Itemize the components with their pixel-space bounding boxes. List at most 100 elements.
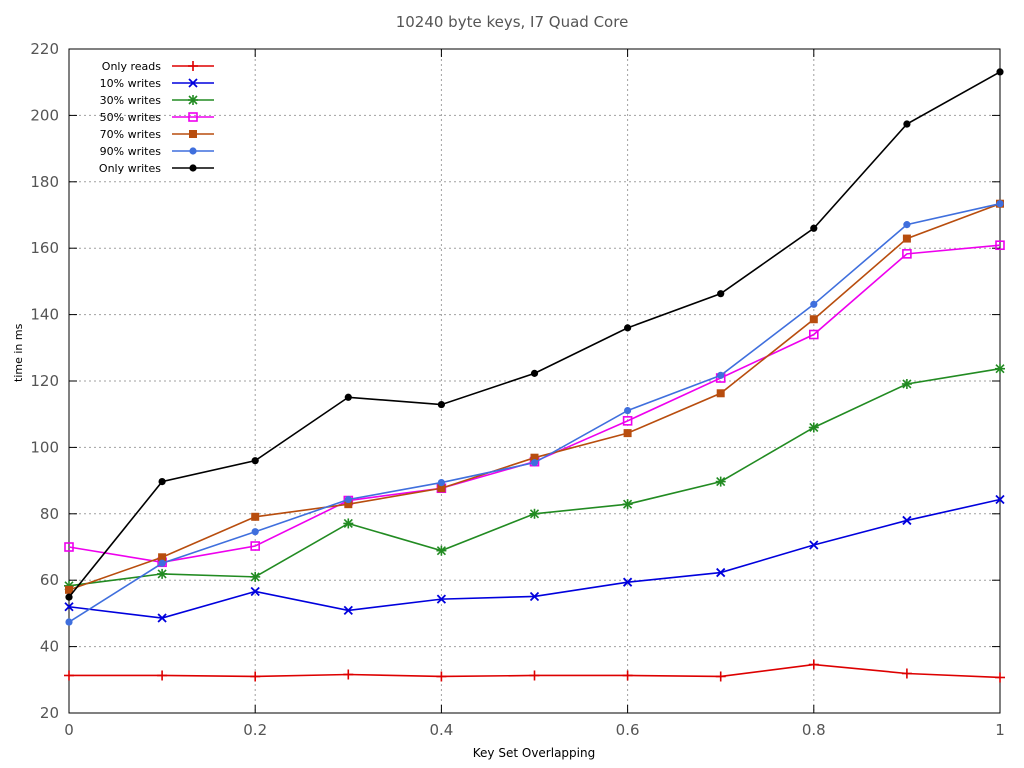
data-point <box>343 518 354 529</box>
data-point <box>809 540 819 550</box>
data-point <box>623 429 632 438</box>
y-tick-label: 100 <box>30 438 59 456</box>
data-point <box>437 400 445 409</box>
x-axis-label: Key Set Overlapping <box>472 746 596 760</box>
data-point <box>189 130 197 138</box>
x-tick-label: 1 <box>995 721 1005 739</box>
legend-label: 30% writes <box>100 94 162 107</box>
data-point <box>436 545 447 556</box>
data-point <box>717 290 725 298</box>
y-tick-label: 40 <box>40 638 59 656</box>
y-tick-label: 160 <box>30 239 59 257</box>
legend-label: 90% writes <box>100 145 162 158</box>
data-point <box>64 602 74 612</box>
data-point <box>436 594 447 604</box>
data-point <box>622 577 633 587</box>
data-point <box>64 542 74 552</box>
data-point <box>902 515 912 526</box>
data-point <box>436 671 447 682</box>
data-point <box>995 363 1005 374</box>
data-point <box>250 541 260 551</box>
series-70-writes <box>65 199 1004 594</box>
data-point <box>158 553 167 562</box>
data-point <box>715 671 726 682</box>
y-tick-label: 200 <box>30 106 59 124</box>
series-90-writes <box>65 200 1004 626</box>
data-point <box>995 240 1005 251</box>
axis-ticks: 20 40 60 80 100 120 140 160 180 200 220 0 0.2 0.4 0.6 0… <box>30 40 1004 739</box>
x-tick-label: 0.2 <box>243 721 267 739</box>
data-point <box>530 369 539 377</box>
data-point <box>189 147 197 155</box>
data-point <box>624 406 632 415</box>
legend-label: 70% writes <box>100 128 162 141</box>
data-point <box>808 659 819 670</box>
data-point <box>64 670 74 681</box>
data-point <box>903 221 911 229</box>
data-point <box>808 422 819 433</box>
data-point <box>901 668 912 679</box>
series-lines <box>64 68 1005 683</box>
data-point <box>343 669 354 680</box>
legend-label: 10% writes <box>100 77 162 90</box>
data-point <box>189 164 197 172</box>
data-point <box>344 393 352 401</box>
series-line <box>68 202 1001 623</box>
data-point <box>65 618 73 626</box>
data-point <box>65 593 73 601</box>
data-point <box>996 68 1004 76</box>
data-point <box>251 512 260 521</box>
data-point <box>188 95 198 105</box>
data-point <box>622 670 633 681</box>
data-point <box>343 605 353 616</box>
data-point <box>344 495 352 504</box>
data-point <box>250 586 260 597</box>
legend: Only reads 10% writes 30% writes 50% writes… <box>99 60 214 175</box>
data-point <box>995 494 1005 505</box>
series-line <box>68 367 1001 587</box>
data-point <box>622 499 633 510</box>
data-point <box>530 459 539 467</box>
data-point <box>901 378 912 389</box>
data-point <box>65 585 73 594</box>
data-point <box>810 224 818 232</box>
y-tick-label: 180 <box>30 173 59 191</box>
data-point <box>157 568 168 579</box>
data-point <box>251 528 259 536</box>
data-point <box>716 567 726 578</box>
y-tick-label: 80 <box>40 505 59 523</box>
data-point <box>808 329 819 340</box>
data-point <box>188 78 198 88</box>
y-axis-label: time in ms <box>12 323 25 382</box>
data-point <box>251 457 259 465</box>
series-10-writes <box>64 494 1005 623</box>
data-point <box>437 484 446 493</box>
data-point <box>344 500 353 509</box>
data-point <box>530 453 539 462</box>
series-only-reads <box>64 659 1005 683</box>
chart-title: 10240 byte keys, I7 Quad Core <box>395 13 629 31</box>
data-point <box>157 613 167 623</box>
series-30-writes <box>64 363 1005 591</box>
legend-label: 50% writes <box>100 111 162 124</box>
x-tick-label: 0 <box>64 721 74 739</box>
data-point <box>624 324 632 332</box>
x-tick-label: 0.4 <box>429 721 453 739</box>
data-point <box>902 234 911 243</box>
data-point <box>529 508 540 519</box>
data-point <box>622 416 633 426</box>
y-tick-label: 60 <box>40 571 59 589</box>
legend-label: Only reads <box>102 60 161 73</box>
data-point <box>250 671 261 682</box>
y-tick-label: 120 <box>30 372 59 390</box>
y-tick-label: 20 <box>40 704 59 722</box>
data-point <box>158 559 166 567</box>
data-point <box>437 478 445 487</box>
data-point <box>903 120 911 128</box>
data-point <box>809 315 818 324</box>
data-point <box>715 476 726 487</box>
data-point <box>250 571 261 582</box>
data-point <box>529 591 540 602</box>
data-point <box>716 389 725 398</box>
